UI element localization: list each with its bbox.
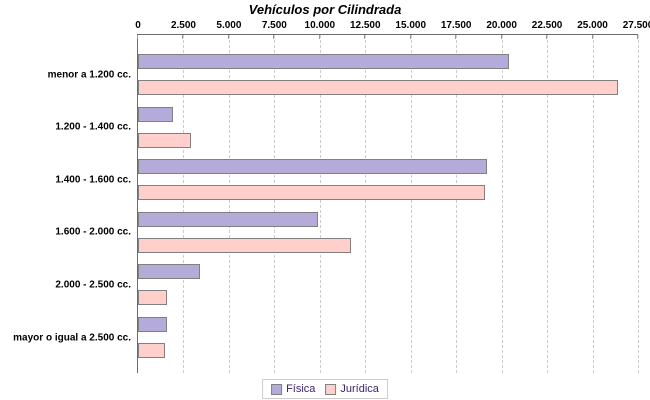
gridline [274, 35, 276, 373]
bar-fisica [138, 106, 173, 122]
bar-fisica [138, 317, 168, 332]
category-label: mayor o igual a 2.500 cc. [13, 332, 131, 343]
bar-juridica [138, 185, 486, 201]
x-tick-label: 12.500 [349, 20, 381, 31]
gridline [228, 35, 230, 373]
x-axis-tick [546, 35, 548, 39]
x-tick-label: 0 [135, 20, 141, 31]
gridline [183, 35, 185, 373]
x-axis-tick [227, 35, 229, 39]
x-tick-label: 22.500 [531, 20, 563, 31]
bar-juridica [138, 80, 618, 95]
x-axis-tick [409, 35, 411, 39]
bar-fisica [138, 211, 318, 227]
legend-label: Jurídica [340, 383, 379, 395]
legend-label: Física [286, 383, 316, 395]
x-tick-label: 5.000 [216, 20, 242, 31]
chart-title: Vehículos por Cilindrada [248, 2, 402, 17]
x-axis-tick [364, 35, 366, 39]
x-axis-tick [182, 35, 184, 39]
category-label: 1.600 - 2.000 cc. [55, 226, 131, 238]
x-axis-tick [273, 35, 275, 39]
x-tick-label: 10.000 [304, 20, 336, 31]
legend-item: Jurídica [325, 383, 379, 395]
gridline [456, 35, 458, 373]
x-tick-label: 25.000 [577, 20, 608, 31]
x-tick-label: 27.500 [622, 20, 650, 31]
category-label: menor a 1.200 cc. [47, 69, 131, 80]
bar-juridica [138, 343, 166, 358]
category-label: 1.200 - 1.400 cc. [55, 121, 131, 133]
x-tick-label: 17.500 [440, 20, 472, 31]
bar-fisica [138, 159, 488, 175]
legend: Física Jurídica [262, 379, 388, 399]
category-label: 1.400 - 1.600 cc. [55, 174, 131, 186]
bar-juridica [138, 132, 191, 148]
bar-juridica [138, 237, 351, 253]
legend-swatch [271, 383, 283, 395]
gridline [501, 35, 503, 373]
gridline [547, 35, 549, 373]
gridline [319, 35, 321, 373]
x-tick-label: 15.000 [395, 20, 427, 31]
gridline [638, 35, 639, 373]
x-axis-tick [500, 35, 502, 39]
x-axis-tick [455, 35, 457, 39]
x-tick-label: 7.500 [261, 20, 287, 31]
gridline [410, 35, 412, 373]
x-axis-tick [137, 35, 138, 39]
x-axis-tick [637, 35, 638, 39]
category-label: 2.000 - 2.500 cc. [55, 279, 131, 291]
x-axis-tick [318, 35, 320, 39]
x-tick-label: 20.000 [486, 20, 517, 31]
bar-fisica [138, 54, 509, 69]
legend-item: Física [271, 383, 315, 395]
plot-area: 0 2.500 5.000 7.500 10.000 12.500 15.000 17.500… [13, 20, 650, 373]
gridline [592, 35, 594, 373]
gridline [365, 35, 367, 373]
x-axis-tick [591, 35, 593, 39]
legend-swatch [325, 383, 337, 395]
bar-juridica [138, 290, 168, 306]
bar-fisica [138, 264, 200, 280]
x-tick-label: 2.500 [170, 20, 196, 31]
